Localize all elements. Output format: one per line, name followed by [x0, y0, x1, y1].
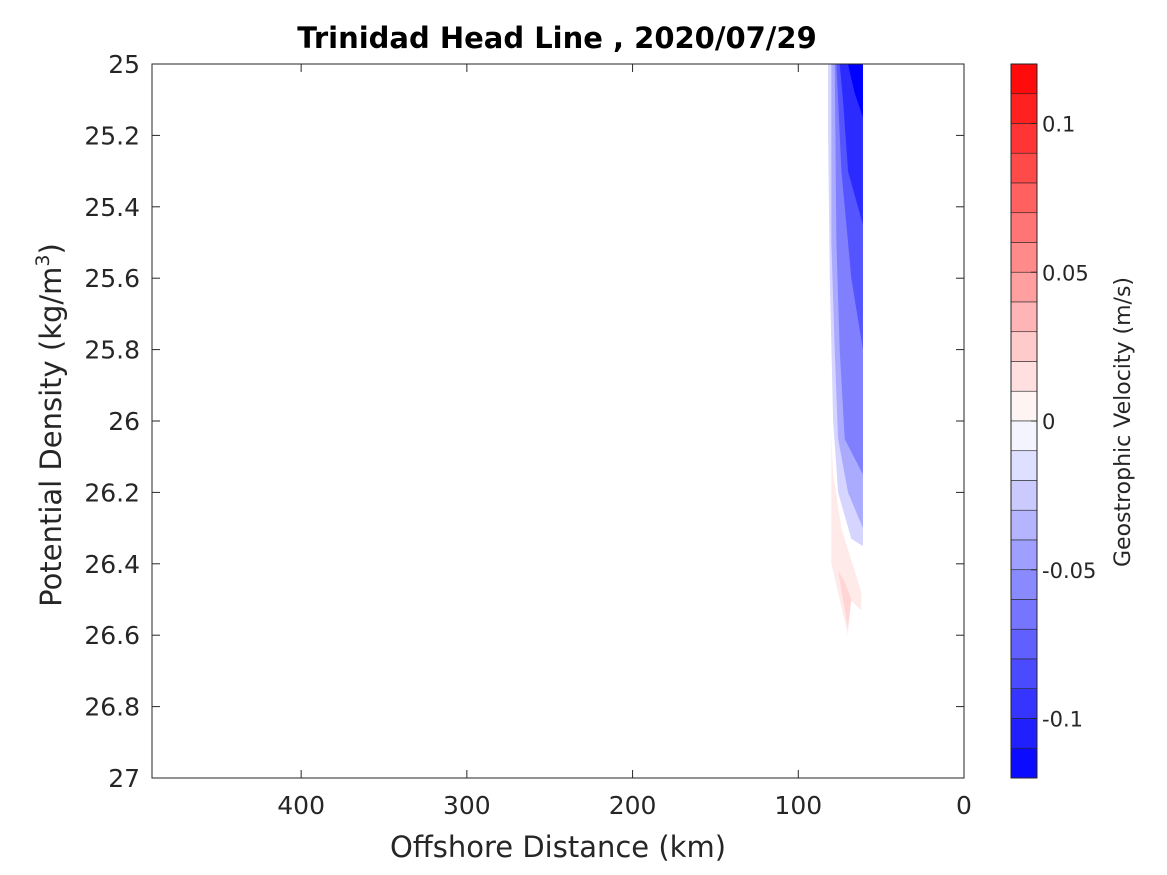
colorbar-block [1010, 63, 1038, 95]
x-tick-label: 200 [609, 791, 657, 820]
colorbar-block [1010, 152, 1038, 184]
colorbar-tick-label: -0.05 [1042, 559, 1096, 583]
colorbar-block [1010, 658, 1038, 690]
plot-area: 400 300 200 100 0 25 25.2 25.4 25.6 25.8 26 26.2 26… [84, 50, 972, 820]
y-tick-label: 26.2 [84, 478, 140, 507]
colorbar-block [1010, 747, 1038, 779]
colorbar-block [1010, 301, 1038, 333]
x-axis-label: Offshore Distance (km) [390, 830, 726, 864]
colorbar-block [1010, 361, 1038, 392]
y-axis-ticks: 25 25.2 25.4 25.6 25.8 26 26.2 26.4 26.6 26.8 27 [84, 50, 964, 793]
y-tick-label: 26 [108, 407, 140, 436]
colorbar-tick-label: 0.05 [1042, 261, 1089, 285]
x-axis-ticks: 400 300 200 100 0 [277, 64, 972, 820]
y-tick-label: 25.8 [84, 336, 140, 365]
y-tick-label: 26.4 [84, 550, 140, 579]
y-axis-label: Potential Density (kg/m3) [32, 243, 68, 607]
colorbar-tick-label: -0.1 [1042, 708, 1083, 732]
contour-region-5 [848, 64, 863, 118]
chart-title: Trinidad Head Line , 2020/07/29 [297, 21, 817, 55]
colorbar: 0.1 0.05 0 -0.05 -0.1 Geostrophic Velocity (… [1010, 63, 1136, 779]
x-tick-label: 0 [956, 791, 972, 820]
colorbar-block [1010, 480, 1038, 511]
colorbar-block [1010, 539, 1038, 571]
x-tick-label: 400 [277, 791, 325, 820]
contour-region-6 [831, 431, 862, 636]
colorbar-tick-label: 0 [1042, 410, 1055, 434]
colorbar-ticks: 0.1 0.05 0 -0.05 -0.1 [1031, 113, 1096, 732]
colorbar-block [1010, 420, 1038, 452]
y-tick-label: 25.6 [84, 264, 140, 293]
colorbar-block [1010, 242, 1038, 273]
y-tick-label: 25.2 [84, 121, 140, 150]
contour-fill [828, 64, 863, 636]
colorbar-tick-label: 0.1 [1042, 113, 1075, 137]
contour-region-7 [838, 570, 852, 629]
y-axis-label-text: Potential Density (kg/m [34, 267, 68, 607]
colorbar-block [1010, 93, 1038, 124]
colorbar-block [1010, 390, 1038, 422]
colorbar-block [1010, 331, 1038, 362]
colorbar-block [1010, 718, 1038, 749]
y-tick-label: 25.4 [84, 193, 140, 222]
colorbar-block [1010, 688, 1038, 719]
colorbar-block [1010, 450, 1038, 481]
contour-region-4 [839, 64, 863, 225]
y-tick-label: 27 [108, 764, 140, 793]
colorbar-block [1010, 212, 1038, 243]
colorbar-block [1010, 599, 1038, 630]
y-tick-label: 26.8 [84, 693, 140, 722]
y-axis-label-superscript: 3 [32, 254, 54, 266]
y-tick-label: 25 [108, 50, 140, 79]
colorbar-block [1010, 271, 1038, 303]
colorbar-block [1010, 123, 1038, 154]
colorbar-block [1010, 182, 1038, 214]
colorbar-block [1010, 569, 1038, 600]
x-tick-label: 300 [443, 791, 491, 820]
colorbar-block [1010, 628, 1038, 660]
colorbar-block [1010, 509, 1038, 541]
colorbar-blocks [1010, 63, 1038, 779]
y-tick-label: 26.6 [84, 621, 140, 650]
colorbar-label: Geostrophic Velocity (m/s) [1111, 277, 1136, 567]
x-tick-label: 100 [774, 791, 822, 820]
y-axis-label-close: ) [34, 243, 68, 254]
